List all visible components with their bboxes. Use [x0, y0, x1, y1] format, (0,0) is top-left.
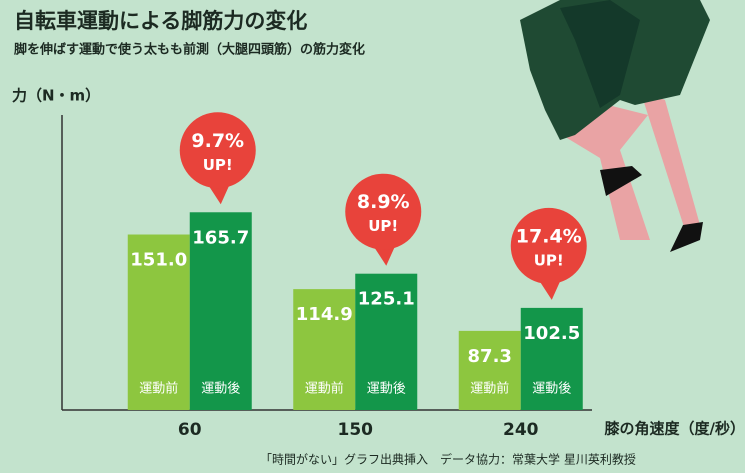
bar-series-label: 運動後: [367, 382, 406, 397]
bar-series-label: 運動後: [201, 382, 240, 397]
bar: [189, 212, 252, 410]
callout-label: 9.7%: [191, 130, 244, 152]
callout-note: UP!: [203, 156, 233, 174]
source: 「時間がない」グラフ出典挿入 データ協力：常葉大学 星川英利教授: [260, 452, 636, 467]
value-label: 87.3: [468, 346, 512, 367]
value-label: 125.1: [358, 289, 415, 310]
x-axis-label: 膝の角速度（度/秒）: [605, 420, 745, 438]
bar: [520, 307, 583, 410]
bar: [293, 289, 356, 410]
callout-bubble: [345, 173, 422, 250]
callout-note: UP!: [534, 251, 564, 269]
bar: [458, 330, 521, 410]
x-tick-label: 60: [178, 420, 202, 440]
value-label: 165.7: [192, 227, 249, 248]
bar-series-label: 運動前: [139, 381, 178, 397]
bar: [127, 234, 190, 410]
value-label: 151.0: [130, 250, 187, 271]
value-label: 102.5: [523, 323, 580, 344]
callout-label: 17.4%: [516, 225, 582, 247]
chart-subtitle: 脚を伸ばす運動で使う太もも前測（大腿四頭筋）の筋力変化: [14, 42, 365, 58]
value-label: 114.9: [296, 304, 353, 325]
bar-series-label: 運動後: [532, 382, 571, 397]
x-tick-label: 240: [503, 420, 539, 440]
callout-bubble: [373, 245, 396, 266]
callout-note: UP!: [368, 217, 398, 235]
callout-bubble: [510, 207, 587, 284]
callout-label: 8.9%: [357, 191, 410, 213]
bar-series-label: 運動前: [470, 381, 509, 397]
chart-title: 自転車運動による脚筋力の変化: [14, 9, 307, 33]
callout-bubble: [207, 184, 230, 205]
x-tick-label: 150: [338, 420, 374, 440]
y-axis-label: 力（N・m）: [12, 87, 100, 105]
callout-bubble: [179, 112, 256, 189]
bar-series-label: 運動前: [305, 381, 344, 397]
bar: [355, 273, 418, 410]
legs-illustration: [520, 0, 710, 252]
callout-bubble: [538, 279, 561, 300]
